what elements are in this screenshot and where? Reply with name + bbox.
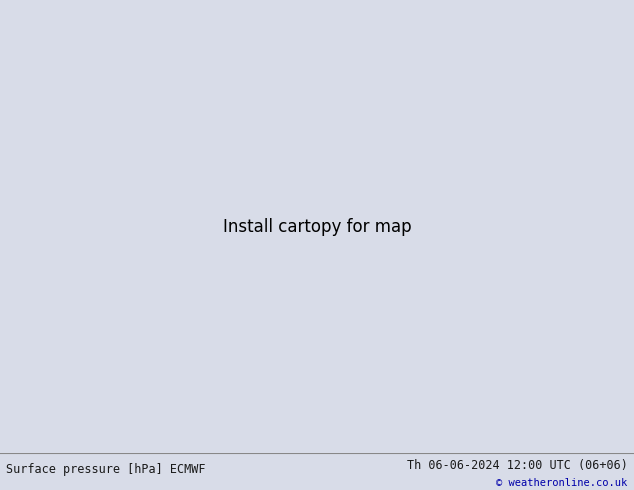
Text: Th 06-06-2024 12:00 UTC (06+06): Th 06-06-2024 12:00 UTC (06+06) [407, 459, 628, 471]
Text: © weatheronline.co.uk: © weatheronline.co.uk [496, 478, 628, 489]
Text: Install cartopy for map: Install cartopy for map [223, 218, 411, 236]
Text: Surface pressure [hPa] ECMWF: Surface pressure [hPa] ECMWF [6, 463, 206, 476]
